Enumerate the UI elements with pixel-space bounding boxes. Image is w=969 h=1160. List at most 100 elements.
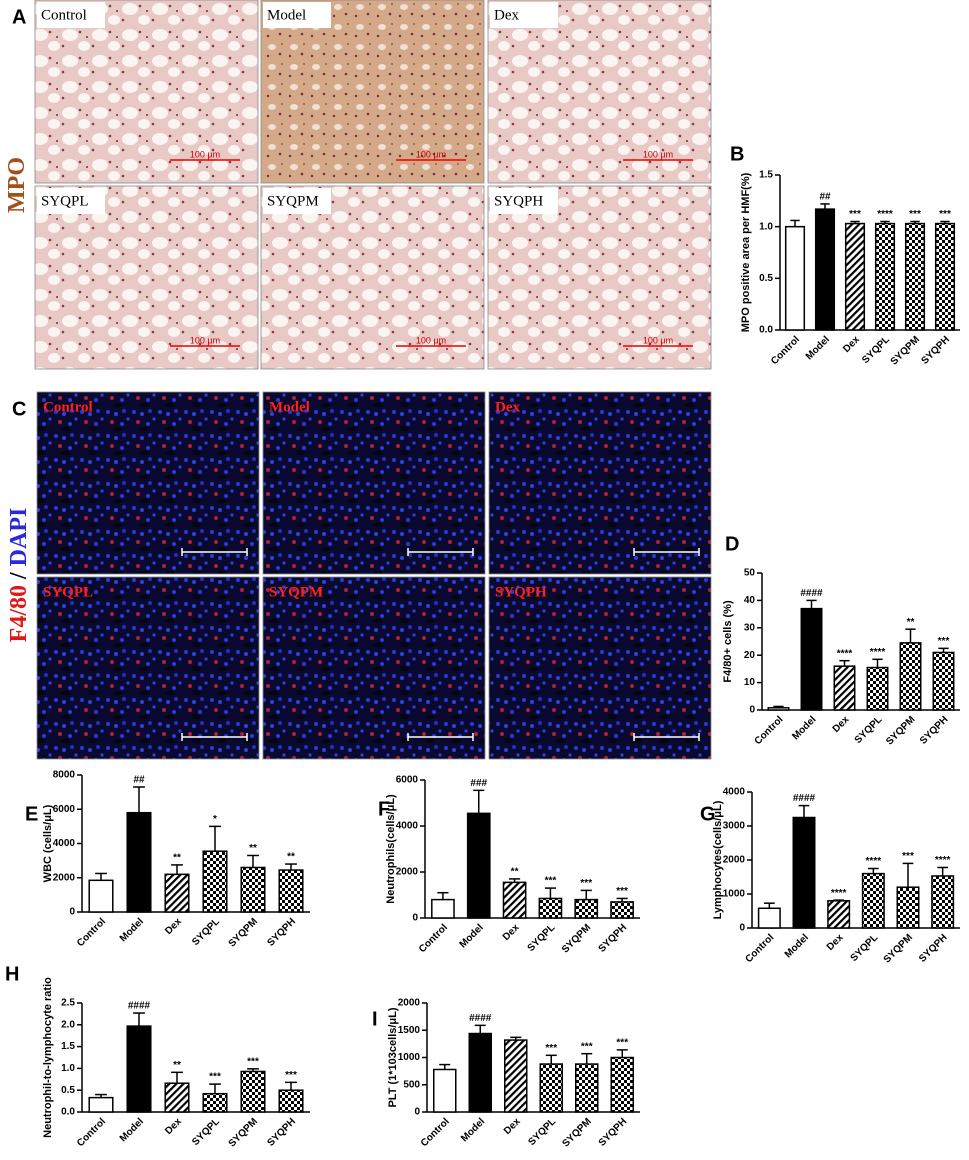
bar bbox=[88, 1096, 114, 1113]
y-tick-label: 0 bbox=[739, 923, 745, 934]
significance: #### bbox=[800, 588, 823, 599]
x-tick-label: SYQPH bbox=[265, 916, 298, 949]
label-box bbox=[263, 188, 331, 214]
y-tick-label: 6000 bbox=[396, 775, 419, 786]
bar bbox=[757, 907, 781, 929]
bar bbox=[792, 816, 816, 929]
side-label-part: F4/80 bbox=[6, 585, 32, 642]
bar bbox=[833, 665, 856, 711]
bar bbox=[814, 208, 836, 331]
significance: *** bbox=[581, 1041, 593, 1052]
bar bbox=[240, 866, 266, 913]
y-axis-label: Neutrophil-to-lymphocyte ratio bbox=[42, 977, 54, 1138]
scale-label: 100 μm bbox=[190, 149, 220, 159]
bar bbox=[278, 869, 304, 913]
panel-letter: B bbox=[730, 143, 744, 165]
bar bbox=[502, 881, 527, 919]
y-axis-label: MPO positive area per HMF(%) bbox=[740, 172, 752, 332]
bar bbox=[899, 642, 922, 711]
label-box bbox=[490, 188, 558, 214]
x-tick-label: Control bbox=[419, 1116, 452, 1149]
x-tick-label: SYQPL bbox=[849, 932, 881, 964]
image-label: SYQPH bbox=[494, 193, 543, 209]
significance: #### bbox=[469, 1013, 492, 1024]
y-axis-label: F4/80+ cells (%) bbox=[722, 600, 734, 683]
significance: ** bbox=[287, 852, 295, 863]
micrograph bbox=[36, 391, 260, 575]
x-tick-label: Control bbox=[753, 714, 786, 747]
bar bbox=[932, 651, 955, 711]
micrograph bbox=[34, 185, 259, 370]
significance: *** bbox=[938, 636, 950, 647]
y-tick-label: 6000 bbox=[53, 804, 76, 815]
micrograph bbox=[260, 185, 485, 370]
x-tick-label: Control bbox=[417, 922, 450, 955]
micrograph bbox=[487, 0, 712, 184]
y-tick-label: 1000 bbox=[398, 1052, 421, 1063]
label-box bbox=[490, 2, 558, 28]
significance: #### bbox=[793, 793, 816, 804]
x-tick-label: SYQPH bbox=[597, 922, 630, 955]
x-tick-label: Dex bbox=[163, 1116, 184, 1137]
panel-letter: D bbox=[725, 533, 739, 555]
x-tick-label: Model bbox=[804, 334, 832, 362]
y-tick-label: 0 bbox=[749, 705, 755, 716]
y-tick-label: 30 bbox=[744, 622, 756, 633]
y-tick-label: 1000 bbox=[723, 889, 746, 900]
bar bbox=[610, 901, 634, 919]
significance: *** bbox=[545, 876, 557, 887]
micrograph bbox=[36, 576, 260, 760]
image-label: Dex bbox=[495, 399, 520, 415]
bar bbox=[202, 1092, 228, 1113]
panel-letter: I bbox=[372, 1008, 378, 1030]
y-tick-label: 0.0 bbox=[61, 1107, 75, 1118]
x-tick-label: SYQPM bbox=[882, 932, 915, 965]
x-tick-label: SYQPM bbox=[884, 714, 917, 747]
y-tick-label: 0.5 bbox=[759, 273, 773, 284]
panel-letter: E bbox=[25, 803, 38, 825]
x-tick-label: Dex bbox=[831, 714, 852, 735]
y-tick-label: 500 bbox=[403, 1079, 420, 1090]
significance: ### bbox=[470, 778, 487, 789]
x-tick-label: SYQPL bbox=[526, 922, 558, 954]
y-tick-label: 2000 bbox=[398, 998, 421, 1009]
significance: *** bbox=[285, 1070, 297, 1081]
side-label: F4/80 / DAPI bbox=[6, 508, 32, 643]
y-tick-label: 1.5 bbox=[61, 1041, 75, 1052]
scale-label: 100 μm bbox=[190, 335, 220, 345]
x-tick-label: Dex bbox=[841, 334, 862, 355]
y-tick-label: 40 bbox=[744, 595, 756, 606]
bar bbox=[874, 222, 896, 331]
x-tick-label: Model bbox=[458, 922, 486, 950]
significance: *** bbox=[209, 1072, 221, 1083]
side-label-part: / bbox=[6, 566, 32, 585]
label-box bbox=[37, 2, 105, 28]
bar bbox=[126, 1025, 152, 1113]
micrograph bbox=[488, 576, 712, 760]
x-tick-label: SYQPL bbox=[860, 334, 892, 366]
x-tick-label: SYQPM bbox=[227, 916, 260, 949]
side-label: MPO bbox=[4, 157, 30, 213]
bar bbox=[164, 1082, 190, 1113]
significance: **** bbox=[935, 855, 951, 866]
y-tick-label: 2.5 bbox=[61, 998, 75, 1009]
panel-letter: F bbox=[378, 798, 390, 820]
x-tick-label: SYQPM bbox=[560, 1116, 593, 1149]
x-tick-label: SYQPH bbox=[917, 932, 950, 965]
image-label: SYQPL bbox=[41, 193, 89, 209]
bar bbox=[931, 875, 955, 929]
panel-letter: H bbox=[5, 963, 19, 985]
x-tick-label: Control bbox=[743, 932, 776, 965]
y-tick-label: 3000 bbox=[723, 821, 746, 832]
significance: **** bbox=[831, 888, 847, 899]
image-label: Control bbox=[43, 399, 93, 415]
panel-letter: C bbox=[12, 398, 26, 420]
y-tick-label: 0 bbox=[412, 913, 418, 924]
x-tick-label: SYQPL bbox=[853, 714, 885, 746]
significance: ** bbox=[907, 617, 915, 628]
y-tick-label: 20 bbox=[744, 650, 756, 661]
bar bbox=[503, 1039, 528, 1113]
x-tick-label: SYQPL bbox=[190, 1116, 222, 1148]
x-tick-label: Model bbox=[459, 1116, 487, 1144]
